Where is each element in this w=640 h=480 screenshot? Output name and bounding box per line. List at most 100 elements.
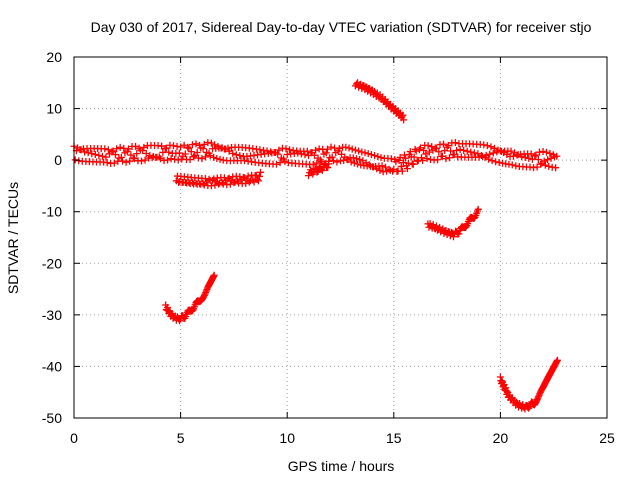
y-tick-label: 10 bbox=[46, 101, 62, 117]
data-point bbox=[159, 148, 167, 156]
data-point bbox=[111, 151, 119, 159]
data-point bbox=[377, 154, 385, 162]
data-point bbox=[213, 154, 221, 162]
data-point bbox=[367, 151, 375, 159]
data-point bbox=[254, 177, 262, 185]
data-point bbox=[535, 148, 543, 156]
data-point bbox=[508, 161, 516, 169]
data-point bbox=[181, 150, 189, 158]
data-point bbox=[209, 176, 217, 184]
data-point bbox=[91, 151, 99, 159]
data-point bbox=[487, 143, 495, 151]
y-tick-label: 0 bbox=[54, 152, 62, 168]
data-point bbox=[187, 148, 195, 156]
data-point bbox=[102, 153, 110, 161]
data-point bbox=[456, 145, 464, 153]
data-point bbox=[419, 156, 427, 164]
data-point bbox=[133, 150, 141, 158]
data-point bbox=[395, 156, 403, 164]
data-point bbox=[313, 159, 321, 167]
data-point bbox=[438, 152, 446, 160]
data-point bbox=[486, 150, 494, 158]
data-point bbox=[210, 153, 218, 161]
data-point bbox=[327, 143, 335, 151]
data-point bbox=[301, 151, 309, 159]
data-point bbox=[218, 179, 226, 187]
data-point bbox=[108, 148, 116, 156]
data-point bbox=[352, 155, 360, 163]
data-point bbox=[428, 143, 436, 151]
data-point bbox=[473, 207, 481, 215]
data-point bbox=[132, 142, 140, 150]
data-point bbox=[303, 147, 311, 155]
data-point bbox=[521, 154, 529, 162]
data-point bbox=[158, 142, 166, 150]
data-point bbox=[257, 168, 265, 176]
data-point bbox=[447, 147, 455, 155]
y-axis-label: SDTVAR / TECUs bbox=[5, 182, 21, 294]
data-point bbox=[542, 148, 550, 156]
data-point bbox=[329, 157, 337, 165]
data-point bbox=[350, 159, 358, 167]
x-tick-label: 15 bbox=[386, 430, 402, 446]
data-point bbox=[423, 155, 431, 163]
data-point bbox=[495, 159, 503, 167]
data-point bbox=[455, 230, 463, 238]
data-point bbox=[474, 150, 482, 158]
data-point bbox=[463, 147, 471, 155]
data-point bbox=[309, 160, 317, 168]
satellite-track-b bbox=[305, 160, 333, 180]
x-tick-label: 25 bbox=[599, 430, 615, 446]
data-point bbox=[553, 152, 561, 160]
data-point bbox=[186, 156, 194, 164]
data-point bbox=[425, 148, 433, 156]
data-point bbox=[192, 140, 200, 148]
data-point bbox=[216, 155, 224, 163]
data-point bbox=[273, 160, 281, 168]
data-point bbox=[364, 150, 372, 158]
data-point bbox=[470, 149, 478, 157]
data-point bbox=[202, 287, 210, 295]
data-point bbox=[242, 179, 250, 187]
data-point bbox=[267, 148, 275, 156]
y-tick-label: 20 bbox=[46, 49, 62, 65]
data-point bbox=[275, 146, 283, 154]
satellite-track-e bbox=[162, 271, 218, 325]
x-tick-label: 0 bbox=[70, 430, 78, 446]
data-point bbox=[440, 140, 448, 148]
data-point bbox=[445, 154, 453, 162]
x-axis-label: GPS time / hours bbox=[288, 458, 395, 474]
data-point bbox=[84, 149, 92, 157]
data-point bbox=[525, 154, 533, 162]
data-point bbox=[539, 148, 547, 156]
data-point bbox=[138, 157, 146, 165]
data-point bbox=[202, 288, 210, 296]
data-point bbox=[165, 148, 173, 156]
data-point bbox=[525, 404, 533, 412]
data-point bbox=[260, 146, 268, 154]
chart-title: Day 030 of 2017, Sidereal Day-to-day VTE… bbox=[91, 19, 592, 35]
data-point bbox=[462, 223, 470, 231]
data-point bbox=[255, 172, 263, 180]
y-tick-label: -10 bbox=[42, 204, 62, 220]
data-point bbox=[236, 152, 244, 160]
data-point bbox=[347, 158, 355, 166]
data-point bbox=[474, 205, 482, 213]
data-point bbox=[552, 164, 560, 172]
data-point bbox=[403, 165, 411, 173]
data-point bbox=[444, 142, 452, 150]
data-point bbox=[276, 159, 284, 167]
data-point bbox=[188, 141, 196, 149]
data-point bbox=[429, 221, 437, 229]
data-point bbox=[98, 152, 106, 160]
data-point bbox=[534, 393, 542, 401]
data-point bbox=[356, 156, 364, 164]
data-point bbox=[199, 145, 207, 153]
data-point bbox=[460, 146, 468, 154]
data-point bbox=[325, 160, 333, 168]
data-point bbox=[534, 155, 542, 163]
data-point bbox=[156, 155, 164, 163]
data-point bbox=[207, 139, 215, 147]
satellite-track-main bbox=[70, 139, 561, 176]
